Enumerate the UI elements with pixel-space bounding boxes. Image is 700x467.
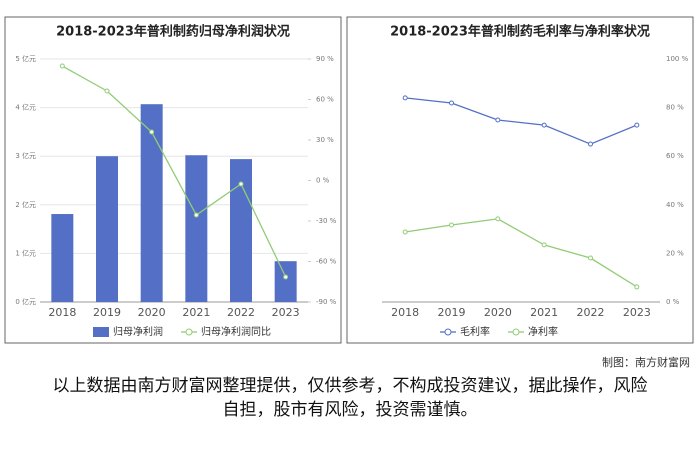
point (634, 122, 640, 128)
y-tick-label: 80 % (666, 104, 684, 112)
y-tick-label: 60 % (666, 152, 684, 160)
y-tick-label: 4 亿元 (15, 103, 36, 112)
point (449, 222, 454, 228)
bar (185, 155, 208, 302)
x-tick-label: 2020 (138, 306, 166, 319)
legend-swatch (93, 327, 109, 337)
y-tick-label: 0 % (666, 298, 680, 306)
point (193, 212, 199, 218)
y-tick-label: 2 亿元 (15, 200, 36, 209)
point (495, 117, 501, 123)
frame (4, 16, 342, 344)
point (634, 284, 640, 290)
legend-label: 归母净利润 (113, 325, 163, 338)
point (588, 141, 593, 147)
y2-tick-label: 90 % (316, 55, 334, 63)
bar (51, 214, 74, 302)
disclaimer: 以上数据由南方财富网整理提供，仅供参考，不构成投资建议，据此操作，风险自担，股市… (52, 376, 648, 420)
x-tick-label: 2023 (623, 306, 651, 319)
y-tick-label: 1 亿元 (15, 248, 36, 257)
line (62, 65, 287, 278)
x-tick-label: 2022 (227, 306, 255, 319)
y-tick-label: 20 % (666, 249, 684, 257)
x-tick-label: 2018 (391, 306, 419, 319)
x-tick-label: 2021 (182, 306, 210, 319)
point (449, 100, 454, 106)
x-tick-label: 2023 (272, 306, 300, 319)
x-tick-label: 2022 (577, 306, 605, 319)
credit: 制图：南方财富网 (602, 355, 690, 369)
chart-title: 2018-2023年普利制药毛利率与净利率状况 (390, 24, 650, 40)
bar (96, 156, 118, 302)
y-tick-label: 0 亿元 (15, 297, 36, 306)
frame (346, 16, 694, 344)
legend-label: 归母净利润同比 (201, 325, 271, 338)
point (402, 95, 408, 101)
bar (230, 159, 252, 302)
x-tick-label: 2021 (530, 306, 558, 319)
y-tick-label: 3 亿元 (15, 151, 36, 160)
point (59, 63, 65, 69)
y2-tick-label: -60 % (316, 258, 337, 266)
line (405, 97, 638, 145)
point (104, 88, 110, 94)
legend-swatch (185, 328, 193, 336)
y-tick-label: 5 亿元 (15, 54, 36, 63)
point (495, 216, 501, 222)
y-tick-label: 40 % (666, 201, 684, 209)
legend-swatch (444, 328, 452, 336)
y2-tick-label: -90 % (316, 298, 337, 306)
point (238, 181, 244, 187)
point (149, 129, 155, 135)
x-tick-label: 2019 (438, 306, 466, 319)
y2-tick-label: -30 % (316, 217, 337, 225)
point (283, 274, 289, 280)
point (541, 122, 547, 128)
x-tick-label: 2019 (93, 306, 121, 319)
chart-title: 2018-2023年普利制药归母净利润状况 (56, 24, 290, 40)
point (402, 229, 408, 235)
charts: 制图：南方财富网 2018-2023年普利制药归母净利润状况 0 亿元 1 亿元 2 … (4, 16, 694, 369)
y2-tick-label: 60 % (316, 96, 334, 104)
line (405, 218, 638, 288)
x-tick-label: 2020 (484, 306, 512, 319)
legend-label: 净利率 (528, 325, 558, 338)
y-tick-label: 100 % (666, 55, 689, 63)
legend-swatch (512, 328, 520, 336)
bar (140, 104, 163, 302)
x-tick-label: 2018 (48, 306, 76, 319)
y2-tick-label: 0 % (316, 177, 330, 185)
bar (274, 261, 297, 302)
y2-tick-label: 30 % (316, 136, 334, 144)
point (588, 255, 593, 261)
legend-label: 毛利率 (460, 325, 490, 338)
point (541, 242, 547, 248)
